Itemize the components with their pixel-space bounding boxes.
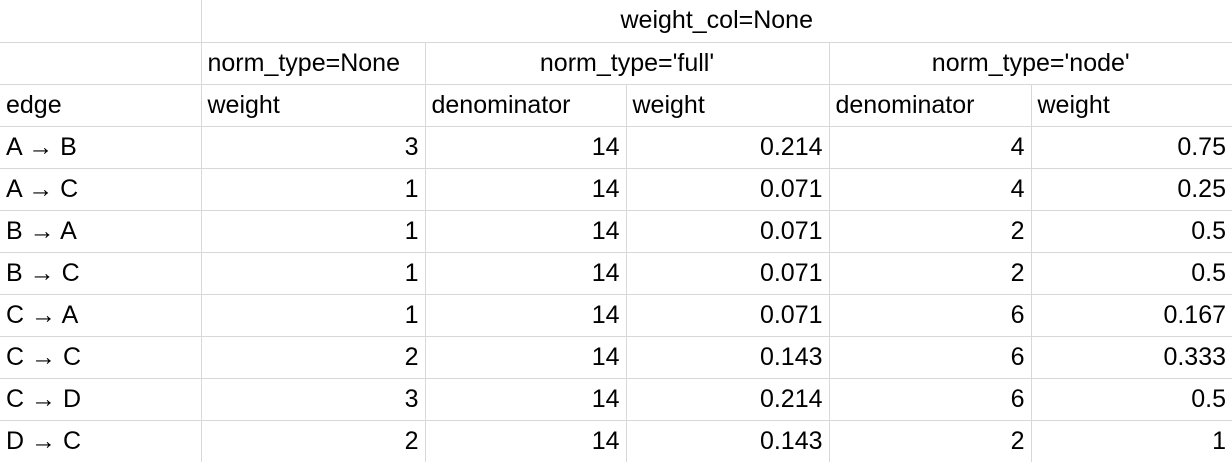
weight-cell[interactable]: 1 bbox=[201, 252, 426, 295]
full-weight-cell[interactable]: 0.071 bbox=[626, 168, 830, 211]
weight-cell[interactable]: 1 bbox=[201, 168, 426, 211]
table-row: C → C 2 14 0.143 6 0.333 bbox=[0, 336, 1232, 379]
edge-cell[interactable]: A → C bbox=[0, 168, 202, 211]
weight-column-header[interactable]: weight bbox=[201, 84, 426, 127]
header-row-group: weight_col=None bbox=[0, 0, 1232, 43]
edge-cell[interactable]: B → A bbox=[0, 210, 202, 253]
table-row: C → A 1 14 0.071 6 0.167 bbox=[0, 294, 1232, 337]
node-denominator-column-header[interactable]: denominator bbox=[829, 84, 1032, 127]
edge-cell[interactable]: C → A bbox=[0, 294, 202, 337]
full-denominator-cell[interactable]: 14 bbox=[425, 168, 627, 211]
full-denominator-cell[interactable]: 14 bbox=[425, 420, 627, 462]
node-weight-cell[interactable]: 0.5 bbox=[1031, 210, 1232, 253]
node-denominator-cell[interactable]: 4 bbox=[829, 126, 1032, 169]
full-weight-cell[interactable]: 0.143 bbox=[626, 420, 830, 462]
full-denominator-cell[interactable]: 14 bbox=[425, 294, 627, 337]
edge-cell[interactable]: A → B bbox=[0, 126, 202, 169]
full-denominator-cell[interactable]: 14 bbox=[425, 126, 627, 169]
node-weight-column-header[interactable]: weight bbox=[1031, 84, 1232, 127]
node-weight-cell[interactable]: 0.75 bbox=[1031, 126, 1232, 169]
full-weight-cell[interactable]: 0.143 bbox=[626, 336, 830, 379]
full-weight-column-header[interactable]: weight bbox=[626, 84, 830, 127]
table-row: B → A 1 14 0.071 2 0.5 bbox=[0, 210, 1232, 253]
table-row: C → D 3 14 0.214 6 0.5 bbox=[0, 378, 1232, 421]
full-weight-cell[interactable]: 0.214 bbox=[626, 126, 830, 169]
full-denominator-cell[interactable]: 14 bbox=[425, 252, 627, 295]
empty-header-cell[interactable] bbox=[0, 0, 202, 43]
edge-cell[interactable]: C → D bbox=[0, 378, 202, 421]
full-weight-cell[interactable]: 0.214 bbox=[626, 378, 830, 421]
edge-cell[interactable]: B → C bbox=[0, 252, 202, 295]
table-row: D → C 2 14 0.143 2 1 bbox=[0, 420, 1232, 462]
weight-cell[interactable]: 3 bbox=[201, 126, 426, 169]
full-denominator-cell[interactable]: 14 bbox=[425, 210, 627, 253]
weight-cell[interactable]: 3 bbox=[201, 378, 426, 421]
full-denominator-cell[interactable]: 14 bbox=[425, 378, 627, 421]
node-denominator-cell[interactable]: 6 bbox=[829, 294, 1032, 337]
node-denominator-cell[interactable]: 4 bbox=[829, 168, 1032, 211]
norm-node-header[interactable]: norm_type='node' bbox=[829, 42, 1232, 85]
weight-col-header[interactable]: weight_col=None bbox=[201, 0, 1232, 43]
full-weight-cell[interactable]: 0.071 bbox=[626, 210, 830, 253]
node-denominator-cell[interactable]: 6 bbox=[829, 378, 1032, 421]
node-denominator-cell[interactable]: 2 bbox=[829, 420, 1032, 462]
node-weight-cell[interactable]: 0.333 bbox=[1031, 336, 1232, 379]
full-denominator-cell[interactable]: 14 bbox=[425, 336, 627, 379]
node-weight-cell[interactable]: 1 bbox=[1212, 426, 1226, 455]
weight-cell[interactable]: 1 bbox=[201, 294, 426, 337]
node-weight-cell[interactable]: 0.25 bbox=[1031, 168, 1232, 211]
table-row: B → C 1 14 0.071 2 0.5 bbox=[0, 252, 1232, 295]
edge-cell[interactable]: C → C bbox=[0, 336, 202, 379]
norm-none-header[interactable]: norm_type=None bbox=[201, 42, 426, 85]
node-denominator-cell[interactable]: 2 bbox=[829, 210, 1032, 253]
full-weight-cell[interactable]: 0.071 bbox=[626, 252, 830, 295]
header-row-columns: edge weight denominator weight denominat… bbox=[0, 84, 1232, 127]
weight-cell[interactable]: 2 bbox=[201, 420, 426, 462]
node-weight-cell[interactable]: 0.167 bbox=[1031, 294, 1232, 337]
node-denominator-cell[interactable]: 6 bbox=[829, 336, 1032, 379]
norm-full-header[interactable]: norm_type='full' bbox=[425, 42, 830, 85]
node-weight-cell[interactable]: 0.5 bbox=[1031, 252, 1232, 295]
table-row: A → C 1 14 0.071 4 0.25 bbox=[0, 168, 1232, 211]
header-row-norm: norm_type=None norm_type='full' norm_typ… bbox=[0, 42, 1232, 85]
weight-cell[interactable]: 2 bbox=[201, 336, 426, 379]
full-weight-cell[interactable]: 0.071 bbox=[626, 294, 830, 337]
node-denominator-cell[interactable]: 2 bbox=[829, 252, 1032, 295]
edge-column-header[interactable]: edge bbox=[0, 84, 202, 127]
weight-cell[interactable]: 1 bbox=[201, 210, 426, 253]
full-denominator-column-header[interactable]: denominator bbox=[425, 84, 627, 127]
empty-header-cell[interactable] bbox=[0, 42, 202, 85]
node-weight-cell[interactable]: 0.5 bbox=[1031, 378, 1232, 421]
edge-cell[interactable]: D → C bbox=[0, 420, 202, 462]
table-row: A → B 3 14 0.214 4 0.75 bbox=[0, 126, 1232, 169]
